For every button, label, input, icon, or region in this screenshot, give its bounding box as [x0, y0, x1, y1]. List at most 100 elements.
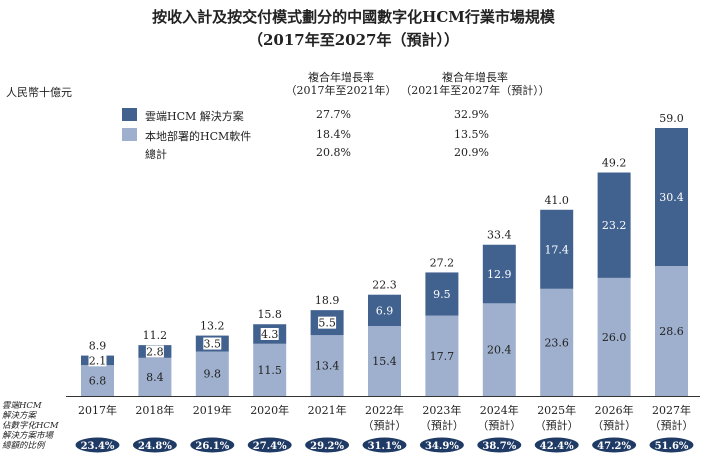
unit-label: 人民幣十億元 — [6, 86, 72, 99]
legend-cagr1-onprem: 18.4% — [316, 128, 351, 141]
bar-cloud-label-3: 4.3 — [261, 328, 279, 341]
x-tick-label-4: 2021年 — [308, 403, 347, 417]
share-badge-label-0: 23.4% — [81, 441, 115, 452]
share-row-label-line1: 雲端HCM — [2, 401, 42, 411]
bar-onprem-6 — [425, 315, 459, 396]
legend-swatch-onprem — [122, 128, 137, 141]
bar-onprem-9 — [597, 277, 631, 396]
cagr-header-2-line2: （2021年至2027年（預計）） — [400, 84, 550, 97]
chart-title: 按收入計及按交付模式劃分的中國數字化HCM行業市場規模 — [152, 8, 555, 26]
share-badge-0 — [75, 437, 120, 453]
legend-label-cloud: 雲端HCM 解決方案 — [145, 110, 244, 123]
bar-cloud-label-1: 2.8 — [146, 345, 164, 358]
x-tick-label-3: 2020年 — [250, 403, 289, 417]
bar-cloud-7 — [482, 244, 516, 304]
bar-total-label-4: 18.9 — [315, 294, 340, 307]
bar-onprem-1 — [138, 357, 172, 396]
share-row-label: 雲端HCM 解決方案 佔數字化HCM 解決方案市場 總額的比例 — [2, 401, 59, 451]
share-row-label-line4: 解決方案市場 — [2, 431, 54, 441]
share-badge-label-10: 51.6% — [655, 441, 689, 452]
bar-cloud-label-2: 3.5 — [204, 338, 222, 351]
x-tick-label-1: 2018年 — [135, 403, 174, 417]
bar-onprem-label-3: 11.5 — [257, 364, 282, 377]
share-badge-10 — [649, 437, 694, 453]
bar-total-label-0: 8.9 — [89, 340, 107, 353]
bar-onprem-0 — [81, 365, 114, 396]
x-tick-label-10: 2027年 — [652, 403, 691, 417]
bar-onprem-label-5: 15.4 — [372, 355, 397, 368]
share-badge-3 — [247, 437, 292, 453]
bar-cloud-label-box-3 — [260, 327, 279, 340]
bar-cloud-label-10: 30.4 — [659, 191, 684, 204]
share-badge-2 — [190, 437, 235, 453]
bar-cloud-label-box-4 — [318, 316, 337, 329]
share-row-label-line2: 解決方案 — [2, 411, 37, 421]
cagr-header-1-line1: 複合年增長率 — [308, 71, 374, 84]
bar-total-label-9: 49.2 — [602, 157, 627, 170]
legend-label-total: 總計 — [145, 148, 167, 161]
bar-onprem-label-6: 17.7 — [430, 350, 455, 363]
bar-total-label-10: 59.0 — [659, 112, 684, 125]
legend-cagr2-cloud: 32.9% — [454, 108, 489, 121]
share-badge-6 — [419, 437, 464, 453]
share-badge-8 — [534, 437, 579, 453]
x-tick-label-0: 2017年 — [78, 403, 117, 417]
bar-onprem-3 — [253, 343, 287, 396]
legend-cagr2-onprem: 13.5% — [454, 128, 489, 141]
bar-cloud-label-7: 12.9 — [487, 268, 512, 281]
bar-total-label-5: 22.3 — [372, 279, 397, 292]
x-tick-sublabel-9: （預計） — [592, 418, 636, 432]
bar-cloud-label-9: 23.2 — [602, 219, 627, 232]
bar-total-label-3: 15.8 — [257, 308, 282, 321]
bar-onprem-label-4: 13.4 — [315, 360, 340, 373]
share-badge-7 — [477, 437, 522, 453]
bar-onprem-8 — [540, 288, 574, 396]
bar-cloud-6 — [425, 272, 459, 316]
bar-cloud-8 — [540, 209, 574, 289]
bar-cloud-9 — [597, 172, 631, 278]
share-badge-9 — [592, 437, 637, 453]
bar-cloud-label-0: 2.1 — [89, 354, 107, 367]
x-tick-label-8: 2025年 — [537, 403, 576, 417]
bar-total-label-7: 33.4 — [487, 229, 512, 242]
share-badge-label-4: 29.2% — [310, 441, 344, 452]
share-row-label-line5: 總額的比例 — [2, 441, 45, 451]
x-tick-sublabel-6: （預計） — [420, 418, 464, 432]
cagr-header-1-line2: （2017年至2021年） — [285, 84, 397, 97]
legend-label-onprem: 本地部署的HCM軟件 — [145, 130, 252, 143]
bar-cloud-10 — [655, 128, 688, 267]
share-badge-label-2: 26.1% — [195, 441, 229, 452]
bar-cloud-label-box-2 — [203, 337, 222, 350]
share-row-label-line3: 佔數字化HCM — [2, 421, 59, 431]
bar-onprem-10 — [655, 266, 688, 396]
bar-onprem-label-1: 8.4 — [146, 371, 164, 384]
bar-onprem-label-0: 6.8 — [89, 375, 107, 388]
x-tick-label-6: 2023年 — [422, 403, 461, 417]
x-tick-sublabel-5: （預計） — [363, 418, 407, 432]
chart-subtitle: （2017年至2027年（預計）） — [248, 31, 459, 49]
share-badge-label-9: 47.2% — [597, 441, 631, 452]
legend-cagr1-total: 20.8% — [316, 146, 351, 159]
share-badge-label-6: 34.9% — [425, 441, 459, 452]
cagr-header-2-line1: 複合年增長率 — [442, 71, 508, 84]
bar-cloud-label-4: 5.5 — [318, 317, 336, 330]
bar-onprem-4 — [310, 335, 344, 396]
bar-cloud-label-box-1 — [145, 345, 164, 358]
x-tick-label-5: 2022年 — [365, 403, 404, 417]
bar-onprem-7 — [482, 303, 516, 396]
share-badge-1 — [132, 437, 177, 453]
bar-cloud-label-box-0 — [88, 354, 107, 367]
bar-total-label-2: 13.2 — [200, 320, 225, 333]
cagr-header-2: 複合年增長率 （2021年至2027年（預計）） — [390, 71, 560, 97]
legend-cagr1-cloud: 27.7% — [316, 108, 351, 121]
bar-onprem-label-7: 20.4 — [487, 344, 512, 357]
legend-swatch-cloud — [122, 108, 137, 121]
share-badge-5 — [362, 437, 407, 453]
bar-cloud-label-5: 6.9 — [376, 304, 394, 317]
cagr-header-1: 複合年增長率 （2017年至2021年） — [276, 71, 406, 97]
share-badge-label-3: 27.4% — [253, 441, 287, 452]
bar-total-label-6: 27.2 — [430, 256, 455, 269]
bar-onprem-label-8: 23.6 — [544, 336, 569, 349]
share-badge-label-8: 42.4% — [540, 441, 574, 452]
